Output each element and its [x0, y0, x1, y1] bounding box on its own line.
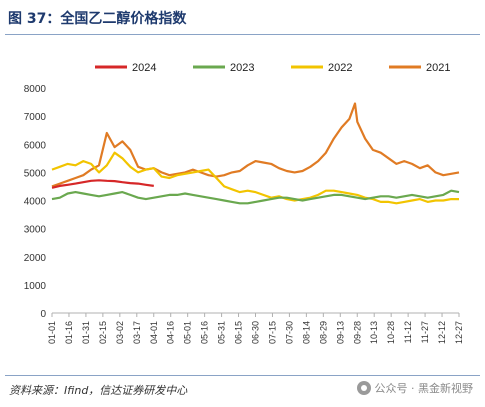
footer-divider: [5, 375, 480, 376]
series-line-2021: [51, 102, 460, 188]
x-tick-label: 05-31: [217, 321, 227, 344]
x-tick-label: 06-30: [251, 321, 261, 344]
x-tick-label: 05-01: [183, 321, 193, 344]
x-tick-label: 05-16: [200, 321, 210, 344]
x-tick-label: 10-13: [369, 321, 379, 344]
y-tick-label: 0: [40, 309, 46, 320]
watermark-text: 公众号 · 黑金新视野: [374, 382, 474, 395]
x-tick-label: 04-16: [166, 321, 176, 344]
y-tick-label: 7000: [24, 112, 47, 123]
watermark: 公众号 · 黑金新视野: [356, 380, 474, 396]
series-line-2023: [51, 189, 460, 205]
x-tick-label: 01-01: [47, 321, 57, 344]
y-tick-label: 6000: [24, 140, 47, 151]
y-tick-label: 2000: [24, 253, 47, 264]
y-tick-label: 8000: [24, 84, 47, 95]
x-tick-label: 06-15: [234, 321, 244, 344]
x-tick-label: 04-01: [149, 321, 159, 344]
legend-label-2021: 2021: [426, 62, 450, 74]
x-tick-label: 11-12: [403, 321, 413, 343]
y-tick-label: 1000: [24, 281, 47, 292]
x-tick-label: 01-16: [64, 321, 74, 344]
x-tick-label: 07-15: [267, 321, 277, 344]
x-tick-label: 12-12: [437, 321, 447, 344]
x-tick-label: 03-02: [115, 321, 125, 344]
legend-label-2022: 2022: [328, 62, 352, 74]
x-tick-label: 12-27: [454, 321, 464, 344]
legend-label-2024: 2024: [132, 62, 156, 74]
y-tick-label: 5000: [24, 168, 47, 179]
x-tick-label: 10-28: [386, 321, 396, 344]
page-title: 图 37：全国乙二醇价格指数: [8, 11, 187, 27]
x-tick-label: 11-27: [420, 321, 430, 343]
y-tick-label: 3000: [24, 225, 47, 236]
x-tick-label: 02-15: [98, 321, 108, 344]
x-tick-label: 09-13: [335, 321, 345, 344]
x-tick-label: 09-28: [352, 321, 362, 344]
x-tick-label: 08-14: [301, 321, 311, 344]
x-tick-label: 07-30: [284, 321, 294, 344]
x-tick-label: 03-17: [132, 321, 142, 344]
source-note: 资料来源：Ifind，信达证券研发中心: [9, 384, 188, 397]
legend-label-2023: 2023: [230, 62, 254, 74]
line-chart: 0 1000 2000 3000 4000 5000 6000 7000 8000 01-01 01…: [24, 62, 464, 344]
series-line-2024: [51, 179, 154, 189]
title-divider: [5, 34, 480, 35]
y-tick-label: 4000: [24, 197, 47, 208]
series-line-2022: [51, 151, 459, 205]
x-tick-label: 08-29: [318, 321, 328, 344]
x-tick-label: 01-31: [81, 321, 91, 344]
wechat-icon: [356, 381, 371, 395]
